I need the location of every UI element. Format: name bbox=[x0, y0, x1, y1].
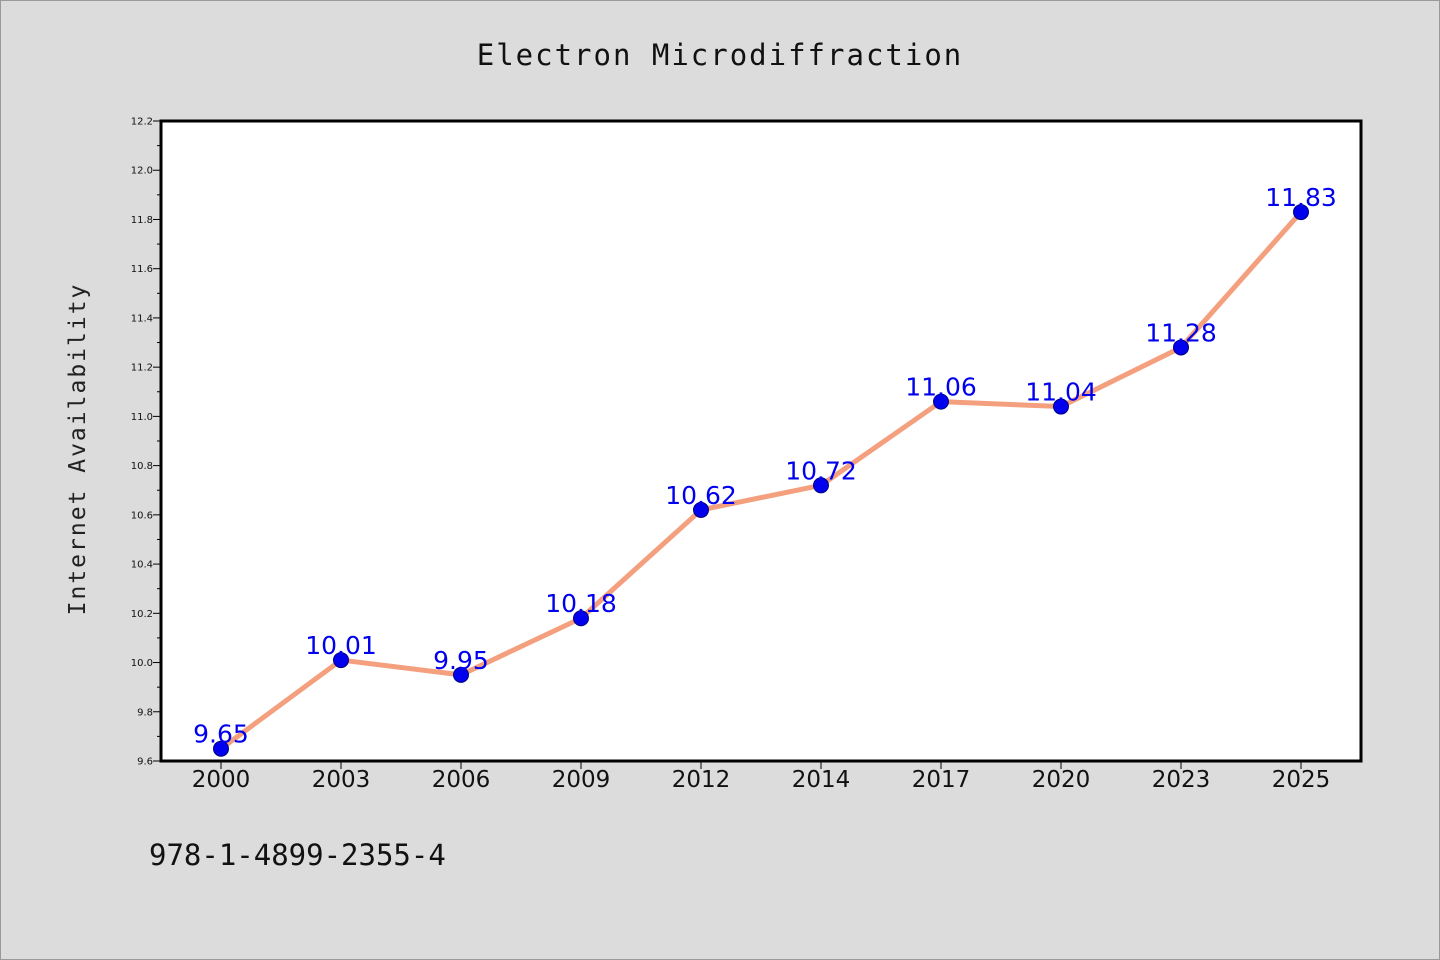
chart-title: Electron Microdiffraction bbox=[477, 38, 964, 72]
y-axis: 9.6 9.8 10.0 10.2 10.4 10.6 10.8 11.0 11.2 11.4 11… bbox=[131, 117, 161, 768]
data-point-marker bbox=[573, 610, 589, 627]
y-tick-label: 10.0 bbox=[131, 658, 153, 669]
data-labels: 9.65 10.01 9.95 10.18 10.62 10.72 11.06 11.04 11… bbox=[193, 183, 1337, 749]
y-tick-label: 10.2 bbox=[131, 609, 153, 620]
data-point-marker bbox=[453, 666, 469, 683]
x-tick-label: 2003 bbox=[312, 767, 371, 793]
y-tick-label: 9.8 bbox=[137, 707, 153, 718]
data-markers bbox=[213, 204, 1309, 757]
x-tick-label: 2006 bbox=[432, 767, 491, 793]
data-point-marker bbox=[1293, 204, 1309, 221]
x-tick-label: 2014 bbox=[792, 767, 851, 793]
data-point-marker bbox=[213, 740, 229, 757]
plot-area bbox=[161, 121, 1361, 761]
y-tick-label: 12.2 bbox=[131, 117, 153, 128]
data-point-marker bbox=[1053, 398, 1069, 415]
data-label: 11.06 bbox=[905, 373, 977, 402]
x-tick-label: 2000 bbox=[192, 767, 251, 793]
data-label: 10.72 bbox=[785, 456, 857, 485]
data-label: 10.01 bbox=[305, 631, 377, 660]
data-point-marker bbox=[933, 393, 949, 410]
data-label: 11.83 bbox=[1265, 183, 1337, 212]
x-axis: 2000 2003 2006 2009 2012 2014 2017 2020 2023 2025 bbox=[192, 761, 1331, 793]
y-tick-label: 11.2 bbox=[131, 363, 153, 374]
data-label: 10.18 bbox=[545, 589, 617, 618]
series-line-group bbox=[218, 209, 1304, 752]
data-point-marker bbox=[693, 501, 709, 518]
data-point-marker bbox=[333, 652, 349, 669]
isbn-label: 978-1-4899-2355-4 bbox=[149, 838, 446, 872]
data-point-marker bbox=[813, 477, 829, 494]
y-axis-label: Internet Availability bbox=[65, 283, 91, 616]
plot-frame bbox=[159, 119, 1363, 763]
data-label: 11.04 bbox=[1025, 378, 1097, 407]
y-tick-label: 9.6 bbox=[137, 757, 153, 768]
x-tick-label: 2020 bbox=[1032, 767, 1091, 793]
y-tick-label: 12.0 bbox=[131, 166, 153, 177]
data-label: 10.62 bbox=[665, 481, 737, 510]
y-tick-label: 11.4 bbox=[131, 313, 153, 324]
x-tick-label: 2023 bbox=[1152, 767, 1211, 793]
y-tick-label: 10.8 bbox=[131, 461, 153, 472]
y-tick-label: 10.4 bbox=[131, 560, 153, 571]
y-tick-label: 11.8 bbox=[131, 215, 153, 226]
y-tick-label: 11.6 bbox=[131, 264, 153, 275]
series-line bbox=[218, 209, 1304, 752]
y-tick-label: 11.0 bbox=[131, 412, 153, 423]
data-label: 9.65 bbox=[193, 720, 249, 749]
x-tick-label: 2017 bbox=[912, 767, 971, 793]
x-tick-label: 2012 bbox=[672, 767, 731, 793]
x-tick-label: 2009 bbox=[552, 767, 611, 793]
y-tick-label: 10.6 bbox=[131, 510, 153, 521]
data-label: 9.95 bbox=[433, 646, 489, 675]
data-label: 11.28 bbox=[1145, 318, 1217, 347]
data-point-marker bbox=[1173, 339, 1189, 356]
x-tick-label: 2025 bbox=[1272, 767, 1331, 793]
